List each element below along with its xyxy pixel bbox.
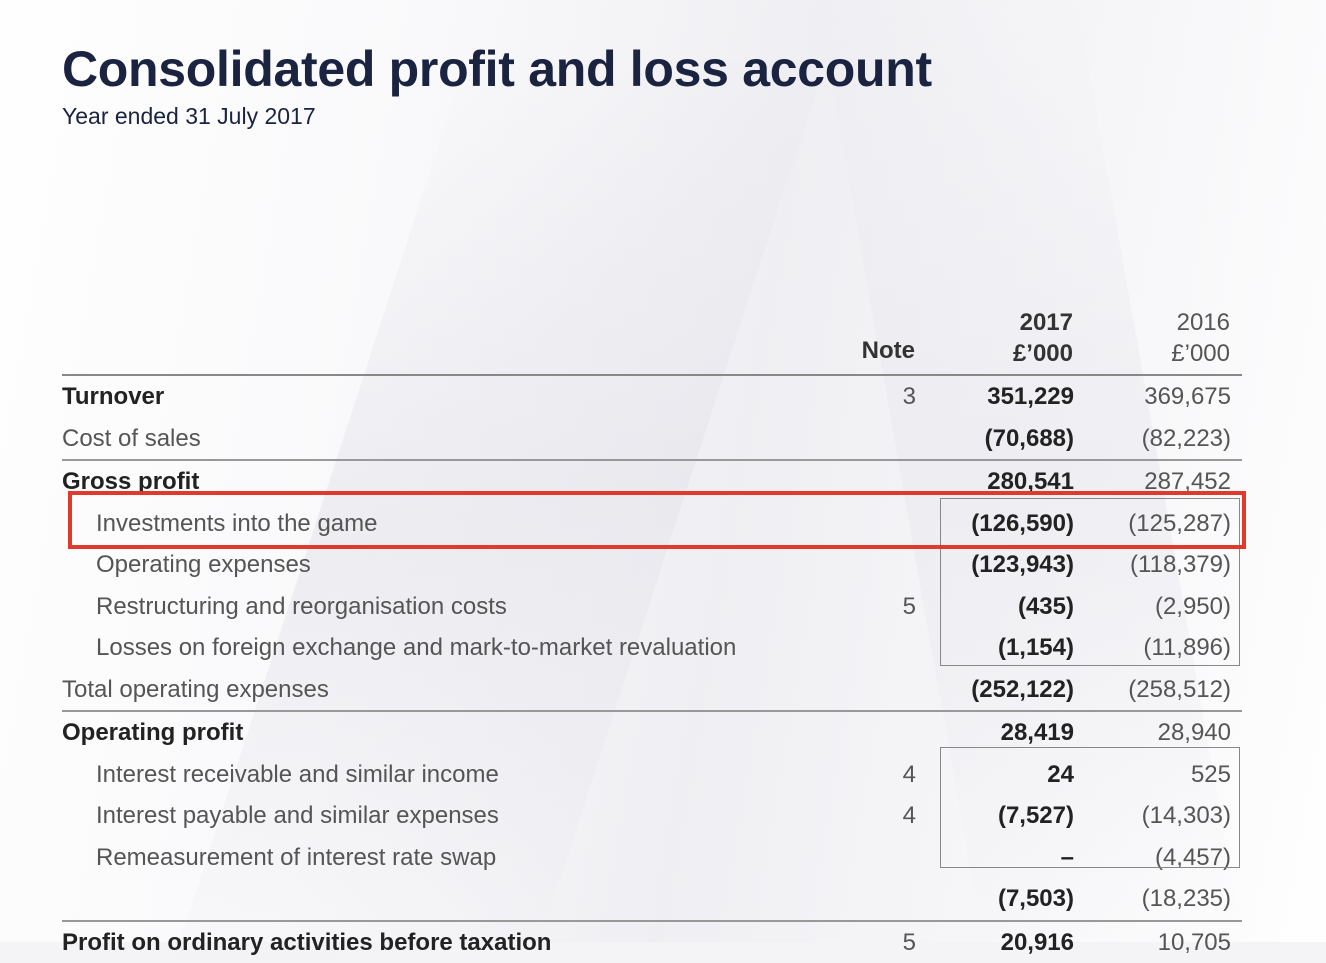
column-year-2017: 2017 [1013, 307, 1073, 338]
page-title: Consolidated profit and loss account [62, 40, 932, 98]
row-note: 5 [903, 922, 916, 963]
row-value-2017: (70,688) [985, 418, 1074, 460]
row-value-2017: (7,527) [998, 795, 1074, 837]
row-value-2017: 28,419 [1001, 712, 1074, 754]
row-value-2016: 28,940 [1158, 712, 1231, 754]
row-note: 3 [903, 376, 916, 418]
row-value-2017: 20,916 [1001, 922, 1074, 963]
row-label: Remeasurement of interest rate swap [96, 837, 496, 879]
row-value-2016: 525 [1191, 754, 1231, 796]
table-row-interest-payable: Interest payable and similar expenses 4 … [62, 795, 1242, 837]
row-label: Restructuring and reorganisation costs [96, 586, 507, 628]
table-row-fx-losses: Losses on foreign exchange and mark-to-m… [62, 627, 1242, 669]
row-value-2017: 24 [1047, 754, 1074, 796]
row-value-2016: 287,452 [1144, 461, 1231, 503]
row-value-2016: (14,303) [1142, 795, 1231, 837]
row-value-2017: (252,122) [971, 669, 1074, 711]
table-row-operating-profit: Operating profit 28,419 28,940 [62, 710, 1242, 754]
table-row-net-interest-subtotal: (7,503) (18,235) [62, 878, 1242, 920]
table-row-investments: Investments into the game (126,590) (125… [62, 503, 1242, 545]
row-label: Interest receivable and similar income [96, 754, 499, 796]
row-value-2016: (11,896) [1143, 627, 1231, 669]
row-label: Losses on foreign exchange and mark-to-m… [96, 627, 736, 669]
table-row-swap-remeasurement: Remeasurement of interest rate swap – (4… [62, 837, 1242, 879]
row-value-2016: (118,379) [1130, 544, 1231, 586]
profit-loss-table: Turnover 3 351,229 369,675 Cost of sales… [62, 374, 1242, 963]
table-row-cost-of-sales: Cost of sales (70,688) (82,223) [62, 418, 1242, 460]
row-label: Gross profit [62, 461, 199, 503]
column-year-2016: 2016 [1171, 307, 1230, 338]
table-row-turnover: Turnover 3 351,229 369,675 [62, 376, 1242, 418]
row-value-2017: – [1061, 837, 1074, 879]
row-value-2016: 10,705 [1158, 922, 1231, 963]
table-row-total-operating-expenses: Total operating expenses (252,122) (258,… [62, 669, 1242, 711]
row-note: 4 [903, 795, 916, 837]
table-row-interest-receivable: Interest receivable and similar income 4… [62, 754, 1242, 796]
row-label: Investments into the game [96, 503, 377, 545]
table-row-restructuring: Restructuring and reorganisation costs 5… [62, 586, 1242, 628]
table-row-gross-profit: Gross profit 280,541 287,452 [62, 459, 1242, 503]
row-label: Operating profit [62, 712, 243, 754]
row-note: 4 [903, 754, 916, 796]
row-note: 5 [903, 586, 916, 628]
column-unit-2017: £’000 [1013, 338, 1073, 369]
row-value-2016: (258,512) [1128, 669, 1231, 711]
column-header-2017: 2017 £’000 [1013, 307, 1073, 369]
row-value-2017: (123,943) [971, 544, 1074, 586]
row-value-2017: (7,503) [998, 878, 1074, 920]
row-value-2016: 369,675 [1144, 376, 1231, 418]
row-value-2016: (2,950) [1155, 586, 1231, 628]
row-value-2017: 351,229 [987, 376, 1074, 418]
row-value-2016: (18,235) [1142, 878, 1231, 920]
row-label: Turnover [62, 376, 164, 418]
table-row-profit-before-tax: Profit on ordinary activities before tax… [62, 920, 1242, 963]
row-value-2017: (435) [1018, 586, 1074, 628]
row-value-2017: 280,541 [987, 461, 1074, 503]
column-header-2016: 2016 £’000 [1171, 307, 1230, 369]
row-value-2016: (125,287) [1128, 503, 1231, 545]
column-unit-2016: £’000 [1171, 338, 1230, 369]
row-label: Total operating expenses [62, 669, 329, 711]
page-subtitle: Year ended 31 July 2017 [62, 103, 316, 130]
row-value-2017: (1,154) [998, 627, 1074, 669]
column-header-note: Note [862, 335, 915, 366]
row-value-2016: (4,457) [1155, 837, 1231, 879]
row-label: Interest payable and similar expenses [96, 795, 499, 837]
row-label: Profit on ordinary activities before tax… [62, 922, 551, 963]
row-label: Operating expenses [96, 544, 311, 586]
row-value-2017: (126,590) [971, 503, 1074, 545]
row-value-2016: (82,223) [1142, 418, 1231, 460]
row-label: Cost of sales [62, 418, 201, 460]
table-row-operating-expenses: Operating expenses (123,943) (118,379) [62, 544, 1242, 586]
